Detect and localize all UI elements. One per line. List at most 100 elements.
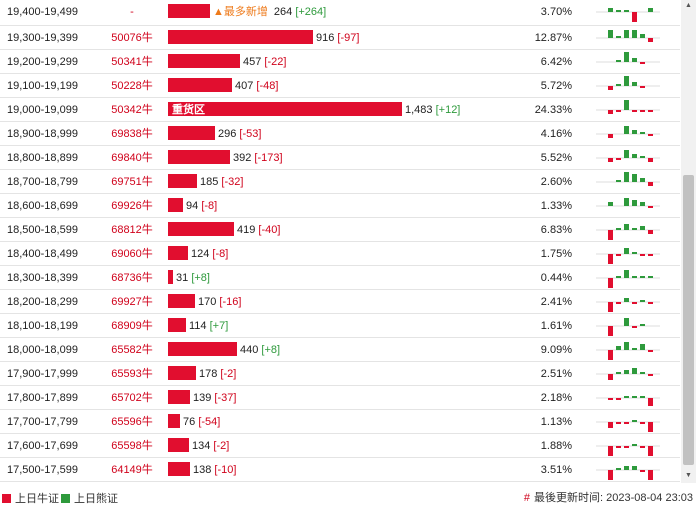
- scroll-down-arrow-icon[interactable]: ▼: [685, 472, 692, 479]
- quantity-value: 457: [243, 56, 262, 68]
- quantity-label: 296 [-53]: [218, 122, 261, 146]
- warrant-code-link[interactable]: 65702牛: [111, 392, 153, 404]
- quantity-bar: [168, 54, 240, 68]
- sparkline-bar: [608, 422, 613, 428]
- sparkline-bar: [632, 58, 637, 62]
- quantity-change: [-54]: [198, 416, 221, 428]
- strike-range: 18,400-18,499: [7, 248, 78, 260]
- quantity-bar: [168, 246, 188, 260]
- quantity-bar: [168, 294, 195, 308]
- quantity-value: 76: [183, 416, 196, 428]
- warrant-code-link[interactable]: 65582牛: [111, 344, 153, 356]
- quantity-change: [+8]: [261, 344, 281, 356]
- sparkline-bar: [648, 374, 653, 376]
- strike-range: 18,600-18,699: [7, 200, 78, 212]
- sparkline-bar: [640, 300, 645, 302]
- sparkline-bar: [640, 226, 645, 230]
- quantity-label: 134 [-2]: [192, 434, 229, 458]
- quantity-label: 94 [-8]: [186, 194, 217, 218]
- table-row: 19,400-19,499 - ▲最多新增 264 [+264] 3.70%: [0, 0, 680, 26]
- sparkline-bar: [624, 342, 629, 350]
- sparkline-bar: [624, 248, 629, 254]
- heavy-zone-label: 重货区: [172, 104, 205, 116]
- quantity-value: 178: [199, 368, 218, 380]
- sparkline-bar: [640, 86, 645, 88]
- sparkline-bar: [640, 396, 645, 398]
- warrant-code-link[interactable]: 69751牛: [111, 176, 153, 188]
- sparkline-bar: [640, 470, 645, 472]
- scroll-up-arrow-icon[interactable]: ▲: [685, 2, 692, 9]
- warrant-code-link[interactable]: 69840牛: [111, 152, 153, 164]
- sparkline-bar: [640, 110, 645, 112]
- scrollbar-thumb[interactable]: [683, 175, 694, 465]
- sparkline-bar: [632, 302, 637, 304]
- sparkline-bar: [608, 230, 613, 240]
- warrant-code-link[interactable]: 65598牛: [111, 440, 153, 452]
- sparkline-bar: [640, 132, 645, 134]
- sparkline-bar: [608, 374, 613, 380]
- sparkline-bar: [640, 276, 645, 278]
- sparkline-bar: [624, 10, 629, 12]
- quantity-label: 1,483 [+12]: [405, 98, 460, 122]
- table-row: 17,500-17,599 64149牛 138 [-10] 3.51%: [0, 458, 680, 482]
- table-row: 18,600-18,699 69926牛 94 [-8] 1.33%: [0, 194, 680, 218]
- history-sparkline: [596, 198, 660, 208]
- history-sparkline: [596, 466, 660, 480]
- footer: 上日牛证 上日熊证 # 最後更新时间: 2023-08-04 23:03: [0, 484, 697, 506]
- quantity-bar: [168, 222, 234, 236]
- sparkline-bar: [632, 228, 637, 230]
- sparkline-bar: [640, 446, 645, 448]
- warrant-code-link[interactable]: 50228牛: [111, 80, 153, 92]
- warrant-code-link[interactable]: 65593牛: [111, 368, 153, 380]
- sparkline-bar: [632, 396, 637, 398]
- quantity-change: [-8]: [212, 248, 229, 260]
- quantity-bar: [168, 198, 183, 212]
- quantity-label: ▲最多新增 264 [+264]: [213, 0, 326, 24]
- quantity-change: [-32]: [221, 176, 244, 188]
- warrant-code-link[interactable]: 69060牛: [111, 248, 153, 260]
- percentage: 4.16%: [540, 128, 572, 140]
- quantity-bar: [168, 342, 237, 356]
- strike-range: 19,300-19,399: [7, 32, 78, 44]
- sparkline-bar: [648, 276, 653, 278]
- warrant-code-link[interactable]: 65596牛: [111, 416, 153, 428]
- history-sparkline: [596, 368, 660, 380]
- sparkline-bar: [624, 466, 629, 470]
- legend-bear-label: 上日熊证: [74, 493, 118, 505]
- history-sparkline: [596, 172, 660, 186]
- quantity-label: 392 [-173]: [233, 146, 283, 170]
- quantity-label: 170 [-16]: [198, 290, 241, 314]
- sparkline-bar: [640, 254, 645, 256]
- sparkline-bar: [624, 172, 629, 182]
- warrant-code-link[interactable]: 68909牛: [111, 320, 153, 332]
- table-row: 17,900-17,999 65593牛 178 [-2] 2.51%: [0, 362, 680, 386]
- sparkline-bar: [616, 446, 621, 448]
- sparkline-bar: [640, 344, 645, 350]
- warrant-code-link[interactable]: 50342牛: [111, 104, 153, 116]
- warrant-code-link[interactable]: 69926牛: [111, 200, 153, 212]
- sparkline-bar: [608, 30, 613, 38]
- warrant-code-link[interactable]: 68736牛: [111, 272, 153, 284]
- sparkline-bar: [616, 346, 621, 350]
- warrant-code-link[interactable]: 68812牛: [111, 224, 153, 236]
- quantity-bar: [168, 174, 197, 188]
- legend-bull: 上日牛证: [2, 490, 59, 506]
- bear-swatch: [61, 493, 70, 503]
- history-sparkline: [596, 270, 660, 288]
- strike-range: 19,000-19,099: [7, 104, 78, 116]
- strike-range: 19,200-19,299: [7, 56, 78, 68]
- quantity-value: 124: [191, 248, 210, 260]
- warrant-code-link[interactable]: 69838牛: [111, 128, 153, 140]
- sparkline-bar: [648, 350, 653, 352]
- sparkline-bar: [616, 110, 621, 112]
- percentage: 1.75%: [540, 248, 572, 260]
- warrant-code-link[interactable]: 50341牛: [111, 56, 153, 68]
- warrant-code-link[interactable]: 50076牛: [111, 32, 153, 44]
- quantity-bar: [168, 462, 190, 476]
- quantity-change: [-40]: [258, 224, 281, 236]
- sparkline-bar: [648, 8, 653, 12]
- warrant-code-link[interactable]: 69927牛: [111, 296, 153, 308]
- sparkline-bar: [616, 60, 621, 62]
- sparkline-bar: [624, 270, 629, 278]
- warrant-code-link[interactable]: 64149牛: [111, 464, 153, 476]
